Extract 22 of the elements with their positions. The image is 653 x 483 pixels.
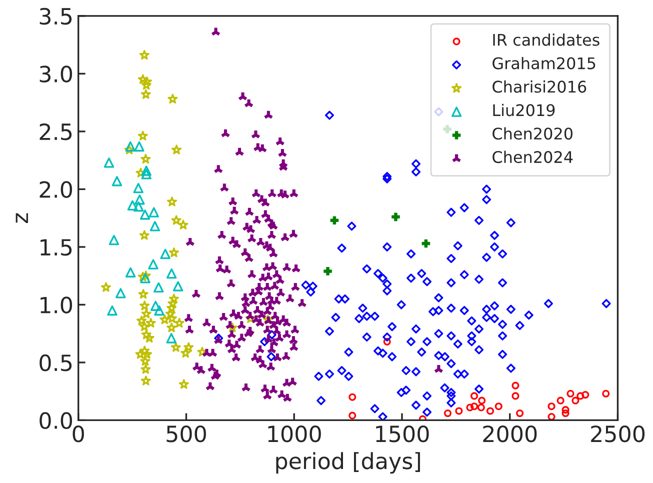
y-tick-label: 2.5 xyxy=(40,123,72,140)
y-tick-label: 3.0 xyxy=(40,66,72,82)
x-tick-label: 1000 xyxy=(268,425,321,442)
x-tick-label: 1500 xyxy=(376,425,429,442)
x-axis-title: period [days] xyxy=(276,452,420,474)
x-tick-label: 500 xyxy=(166,425,206,442)
legend-label: Charisi2016 xyxy=(492,80,586,93)
y-tick-label: 1.0 xyxy=(40,296,72,314)
y-tick-label: 0.5 xyxy=(40,354,72,372)
y-tick-label: 2.0 xyxy=(40,181,72,198)
legend-label: Chen2020 xyxy=(492,127,572,140)
x-tick-label: 0 xyxy=(72,425,84,442)
legend-label: IR candidates xyxy=(493,34,600,46)
legend-label: Liu2019 xyxy=(493,104,555,116)
x-tick-label: 2000 xyxy=(483,425,537,442)
y-tick-label: 1.5 xyxy=(40,239,72,256)
y-axis-title: z xyxy=(16,213,28,223)
y-tick-label: 0.0 xyxy=(40,412,72,429)
x-tick-label: 2500 xyxy=(591,425,645,442)
y-tick-label: 3.5 xyxy=(40,8,72,25)
legend-label: Chen2024 xyxy=(492,150,573,164)
legend-label: Graham2015 xyxy=(492,56,596,70)
